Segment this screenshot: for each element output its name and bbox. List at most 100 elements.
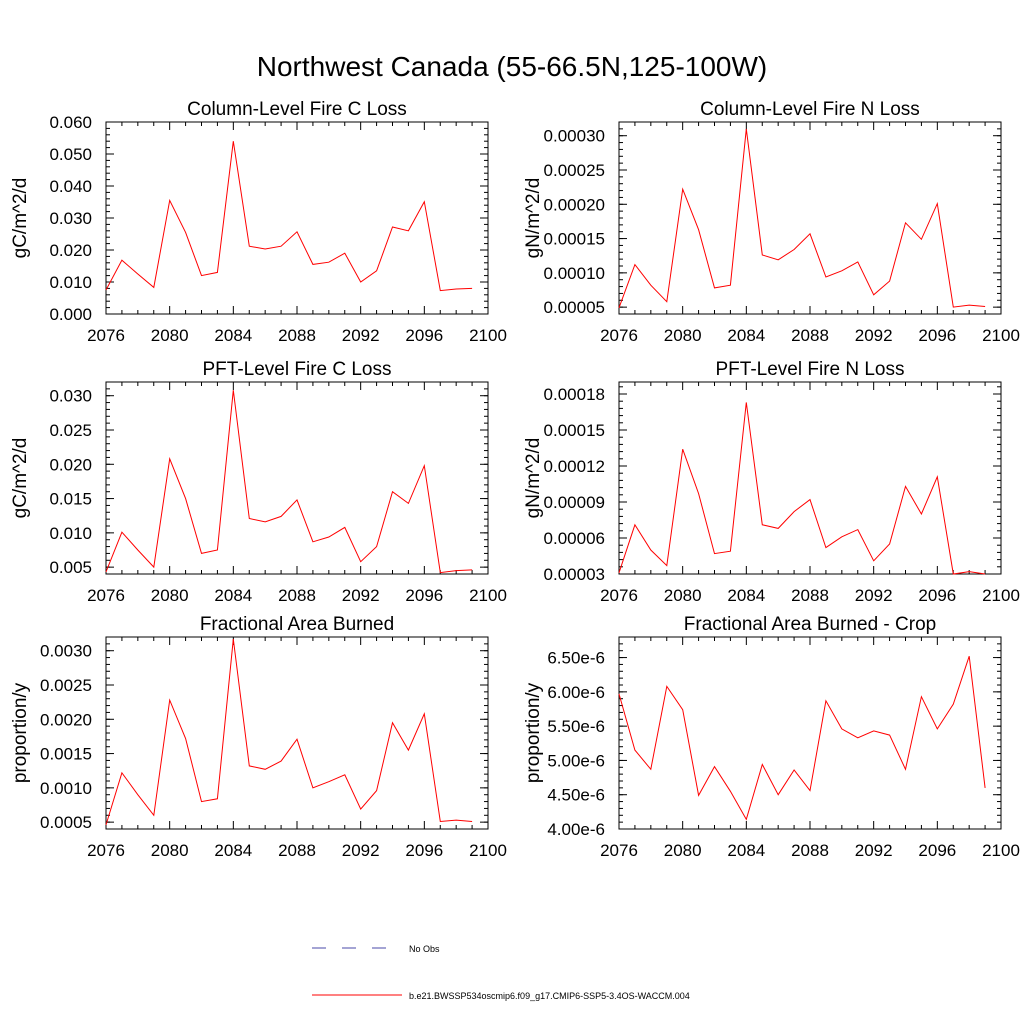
plot-frame [105, 381, 489, 575]
x-tick-label: 2088 [791, 841, 829, 860]
y-tick-label: 0.00010 [544, 264, 605, 283]
x-tick-label: 2100 [469, 586, 507, 605]
panel-3: PFT-Level Fire C Loss gC/m^2/d 2076 2080 208… [10, 359, 507, 605]
x-tick-label: 2096 [405, 841, 443, 860]
y-tick-label: 4.50e-6 [547, 786, 605, 805]
x-tick-label: 2088 [791, 586, 829, 605]
x-tick-label: 2088 [791, 326, 829, 345]
series-line [105, 639, 473, 826]
y-tick-label: 0.010 [49, 524, 92, 543]
x-tick-label: 2100 [982, 586, 1020, 605]
x-tick-label: 2084 [214, 326, 252, 345]
y-tick-label: 0.015 [49, 490, 92, 509]
plot-frame [618, 636, 1002, 830]
x-tick-label: 2080 [151, 841, 189, 860]
y-tick-label: 0.020 [49, 455, 92, 474]
y-tick-label: 6.50e-6 [547, 649, 605, 668]
y-tick-label: 0.0005 [40, 813, 92, 832]
panel-title: Fractional Area Burned - Crop [684, 614, 936, 635]
y-tick-label: 5.00e-6 [547, 751, 605, 770]
x-tick-label: 2100 [982, 326, 1020, 345]
x-tick-label: 2084 [727, 586, 765, 605]
y-tick-label: 0.010 [49, 273, 92, 292]
x-tick-label: 2100 [982, 841, 1020, 860]
x-tick-label: 2076 [87, 841, 125, 860]
y-tick-label: 0.00012 [544, 457, 605, 476]
plot-frame [105, 121, 489, 315]
x-tick-label: 2092 [342, 586, 380, 605]
x-tick-label: 2100 [469, 841, 507, 860]
x-tick-label: 2080 [151, 326, 189, 345]
x-tick-label: 2076 [87, 326, 125, 345]
series-line [618, 402, 986, 575]
x-tick-label: 2092 [342, 841, 380, 860]
y-axis-label: gN/m^2/d [523, 438, 544, 519]
series-line [618, 128, 986, 308]
figure-title: Northwest Canada (55-66.5N,125-100W) [257, 51, 767, 82]
y-tick-label: 0.00015 [544, 230, 605, 249]
plot-frame [105, 636, 489, 830]
y-tick-label: 0.00005 [544, 298, 605, 317]
y-tick-label: 0.030 [49, 209, 92, 228]
y-axis-label: gC/m^2/d [10, 438, 31, 519]
series-line [105, 390, 473, 574]
legend-label-no-obs: No Obs [409, 944, 440, 954]
x-tick-label: 2088 [278, 841, 316, 860]
plot-frame [618, 381, 1002, 575]
y-tick-label: 0.00003 [544, 565, 605, 584]
x-tick-label: 2092 [855, 586, 893, 605]
panel-title: PFT-Level Fire N Loss [716, 359, 905, 380]
y-tick-label: 0.030 [49, 387, 92, 406]
panels: Column-Level Fire C Loss gC/m^2/d 2076 2080… [10, 99, 1020, 860]
panel-title: Column-Level Fire C Loss [187, 99, 407, 120]
legend: No Obs b.e21.BWSSP534oscmip6.f09_g17.CMIP… [312, 944, 690, 1001]
y-tick-label: 0.00015 [544, 421, 605, 440]
y-tick-label: 0.050 [49, 145, 92, 164]
y-tick-label: 0.0020 [40, 710, 92, 729]
x-tick-label: 2080 [664, 326, 702, 345]
y-tick-label: 5.50e-6 [547, 717, 605, 736]
x-tick-label: 2096 [405, 586, 443, 605]
panel-title: Fractional Area Burned [200, 614, 394, 635]
panel-5: Fractional Area Burned proportion/y 2076 20… [10, 614, 507, 860]
x-tick-label: 2076 [87, 586, 125, 605]
y-tick-label: 4.00e-6 [547, 820, 605, 839]
x-tick-label: 2076 [600, 326, 638, 345]
y-axis-label: proportion/y [523, 682, 544, 783]
y-axis-label: proportion/y [10, 682, 31, 783]
y-tick-label: 0.000 [49, 305, 92, 324]
x-tick-label: 2096 [918, 841, 956, 860]
y-tick-label: 0.020 [49, 241, 92, 260]
x-tick-label: 2100 [469, 326, 507, 345]
x-tick-label: 2096 [918, 586, 956, 605]
y-tick-label: 0.00009 [544, 493, 605, 512]
y-tick-label: 0.0030 [40, 642, 92, 661]
x-tick-label: 2088 [278, 326, 316, 345]
x-tick-label: 2088 [278, 586, 316, 605]
y-tick-label: 0.00006 [544, 529, 605, 548]
y-tick-label: 0.040 [49, 177, 92, 196]
x-tick-label: 2084 [727, 326, 765, 345]
x-tick-label: 2080 [664, 841, 702, 860]
y-tick-label: 0.00018 [544, 385, 605, 404]
panel-6: Fractional Area Burned - Crop proportion/… [523, 614, 1020, 860]
series-line [618, 656, 986, 821]
y-tick-label: 0.0025 [40, 676, 92, 695]
y-tick-label: 0.005 [49, 558, 92, 577]
y-tick-label: 6.00e-6 [547, 683, 605, 702]
x-tick-label: 2076 [600, 841, 638, 860]
y-tick-label: 0.0010 [40, 779, 92, 798]
x-tick-label: 2080 [151, 586, 189, 605]
y-tick-label: 0.00020 [544, 195, 605, 214]
x-tick-label: 2092 [855, 326, 893, 345]
panel-title: PFT-Level Fire C Loss [203, 359, 392, 380]
y-axis-label: gN/m^2/d [523, 178, 544, 259]
panel-title: Column-Level Fire N Loss [700, 99, 920, 120]
x-tick-label: 2084 [214, 586, 252, 605]
y-tick-label: 0.060 [49, 113, 92, 132]
y-tick-label: 0.00025 [544, 161, 605, 180]
series-line [105, 141, 473, 292]
panel-4: PFT-Level Fire N Loss gN/m^2/d 2076 2080 208… [523, 359, 1020, 605]
x-tick-label: 2084 [727, 841, 765, 860]
